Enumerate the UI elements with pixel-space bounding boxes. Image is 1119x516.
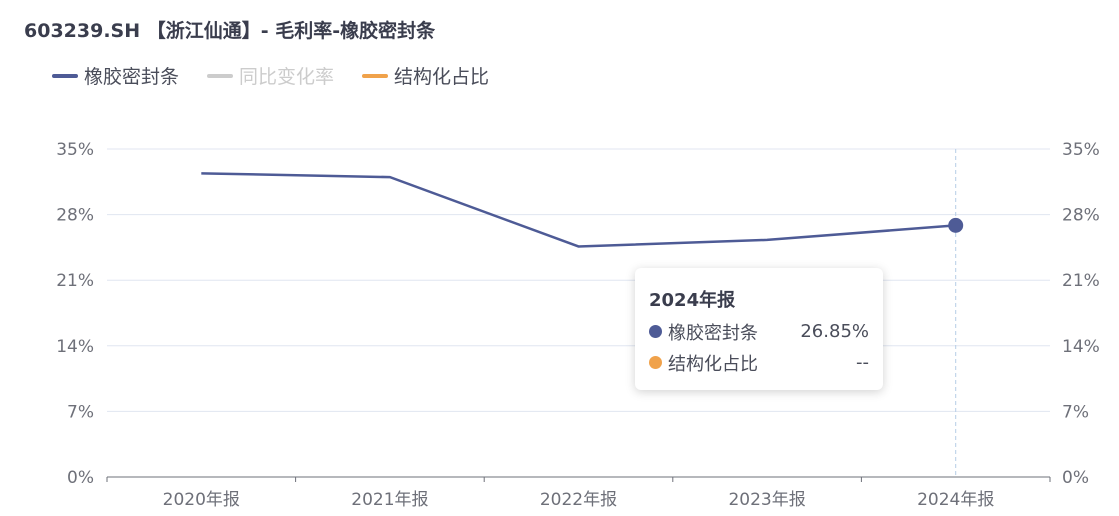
- data-point-highlighted: [948, 217, 964, 233]
- chart-title: 603239.SH 【浙江仙通】- 毛利率-橡胶密封条: [24, 20, 436, 42]
- legend-label: 橡胶密封条: [84, 66, 180, 88]
- tooltip-value: 26.85%: [800, 321, 869, 342]
- y-tick-label-right: 21%: [1062, 271, 1100, 291]
- legend-swatch: [207, 73, 234, 78]
- tooltip-header: 2024年报: [649, 290, 736, 311]
- legend-label: 同比变化率: [239, 66, 335, 88]
- x-tick-label: 2021年报: [351, 490, 428, 510]
- legend-item-rubber-seal[interactable]: 橡胶密封条: [52, 62, 179, 89]
- y-tick-label-left: 14%: [56, 337, 94, 357]
- y-tick-label-left: 35%: [56, 140, 94, 160]
- tooltip-label: 结构化占比: [668, 353, 758, 375]
- y-tick-label-right: 0%: [1062, 468, 1089, 488]
- y-tick-label-right: 7%: [1062, 402, 1089, 422]
- x-tick-label: 2023年报: [728, 490, 805, 510]
- series-dot-icon: [649, 356, 662, 369]
- x-tick-label: 2020年报: [163, 490, 240, 510]
- x-tick-label: 2024年报: [917, 490, 994, 510]
- tooltip-row: 橡胶密封条 26.85%: [649, 316, 869, 347]
- legend-swatch: [362, 73, 389, 78]
- x-tick-label: 2022年报: [540, 490, 617, 510]
- y-tick-label-left: 7%: [67, 402, 94, 422]
- y-tick-label-left: 28%: [56, 206, 94, 226]
- series-line: [201, 172, 956, 248]
- y-tick-label-right: 35%: [1062, 140, 1100, 160]
- legend-item-yoy[interactable]: 同比变化率: [207, 62, 334, 89]
- series-dot-icon: [649, 325, 662, 338]
- legend-swatch: [52, 73, 78, 78]
- y-tick-label-right: 14%: [1062, 337, 1100, 357]
- legend-label: 结构化占比: [394, 66, 490, 88]
- tooltip-value: --: [856, 352, 869, 373]
- tooltip-label: 橡胶密封条: [668, 322, 758, 344]
- y-tick-label-right: 28%: [1062, 206, 1100, 226]
- legend: 橡胶密封条 同比变化率 结构化占比: [52, 62, 489, 89]
- y-tick-label-left: 21%: [56, 271, 94, 291]
- legend-item-structure-ratio[interactable]: 结构化占比: [362, 62, 489, 89]
- y-tick-label-left: 0%: [67, 468, 94, 488]
- tooltip: 2024年报 橡胶密封条 26.85% 结构化占比 --: [635, 268, 883, 390]
- tooltip-row: 结构化占比 --: [649, 347, 869, 378]
